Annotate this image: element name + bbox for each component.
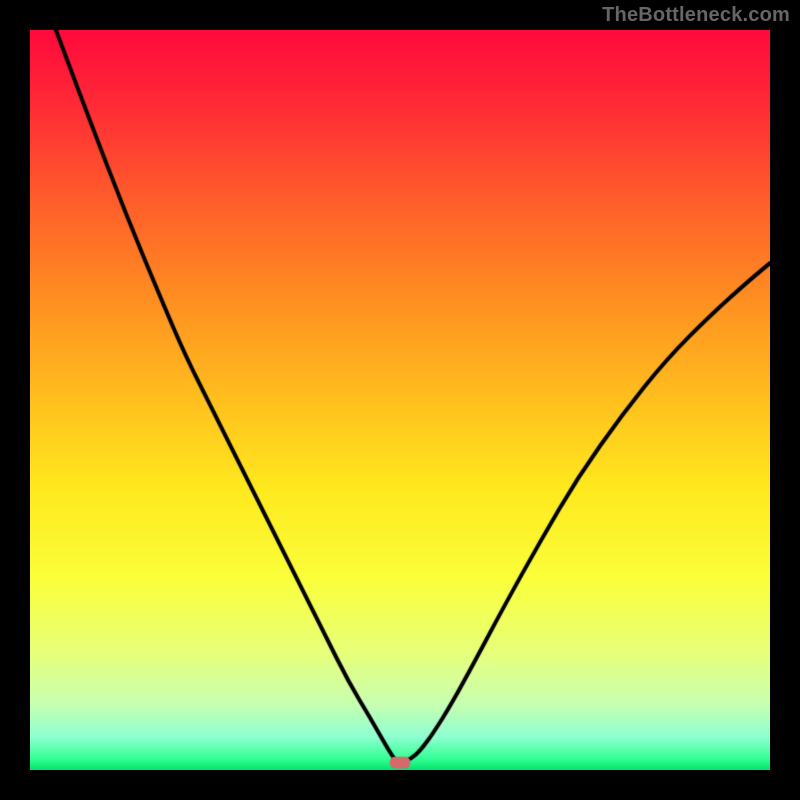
- plot-area: [30, 30, 770, 770]
- chart-frame: TheBottleneck.com: [0, 0, 800, 800]
- chart-canvas: [30, 30, 770, 770]
- watermark-text: TheBottleneck.com: [602, 4, 790, 27]
